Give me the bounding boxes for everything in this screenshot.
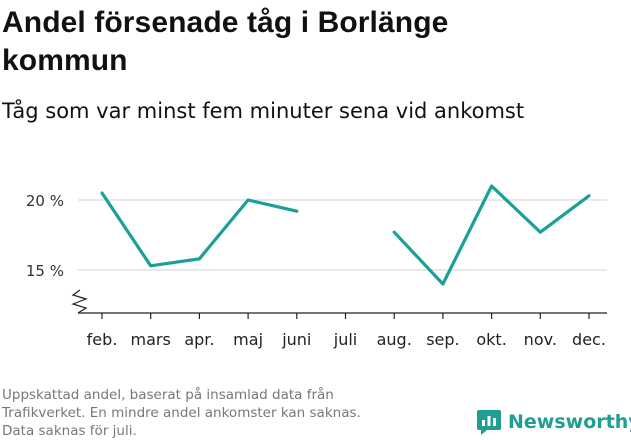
data-point xyxy=(490,185,493,188)
newsworthy-logo: Newsworthy xyxy=(476,408,631,436)
line-chart: 15 % 20 % feb. mars apr. maj juni juli aug. sep. o… xyxy=(26,184,607,349)
x-tick-label: maj xyxy=(233,330,263,349)
data-point xyxy=(101,192,104,195)
y-tick-label: 15 % xyxy=(26,262,64,280)
data-point xyxy=(441,283,444,286)
x-tick-label: feb. xyxy=(87,330,118,349)
x-tick-label: juli xyxy=(333,330,357,349)
newsworthy-logo-icon xyxy=(477,410,501,435)
brand-name: Newsworthy xyxy=(508,411,631,433)
x-tick-label: nov. xyxy=(524,330,557,349)
x-tick-label: juni xyxy=(281,330,311,349)
x-tick-label: mars xyxy=(131,330,171,349)
chart-title: Andel försenade tåg i Borlänge kommun xyxy=(2,6,449,77)
footnote-line: Uppskattad andel, baserat på insamlad da… xyxy=(2,387,334,403)
x-tick-label: okt. xyxy=(476,330,506,349)
axis-break-icon xyxy=(71,289,88,314)
footnote-line: Trafikverket. En mindre andel ankomster … xyxy=(2,405,361,421)
series-line xyxy=(392,184,591,286)
chart-subtitle: Tåg som var minst fem minuter sena vid a… xyxy=(2,99,525,123)
footnote-line: Data saknas för juli. xyxy=(2,423,137,439)
x-tick-label: apr. xyxy=(184,330,214,349)
x-tick-label: aug. xyxy=(377,330,412,349)
y-tick-label: 20 % xyxy=(26,192,64,210)
x-tick-label: sep. xyxy=(426,330,459,349)
data-point xyxy=(149,264,152,267)
data-point xyxy=(588,194,591,197)
data-point xyxy=(539,231,542,234)
x-tick-label: dec. xyxy=(572,330,606,349)
footnote: Uppskattad andel, baserat på insamlad da… xyxy=(2,386,442,440)
data-point xyxy=(198,257,201,260)
series-line xyxy=(100,191,299,268)
data-point xyxy=(247,199,250,202)
data-point xyxy=(295,210,298,213)
data-point xyxy=(393,231,396,234)
